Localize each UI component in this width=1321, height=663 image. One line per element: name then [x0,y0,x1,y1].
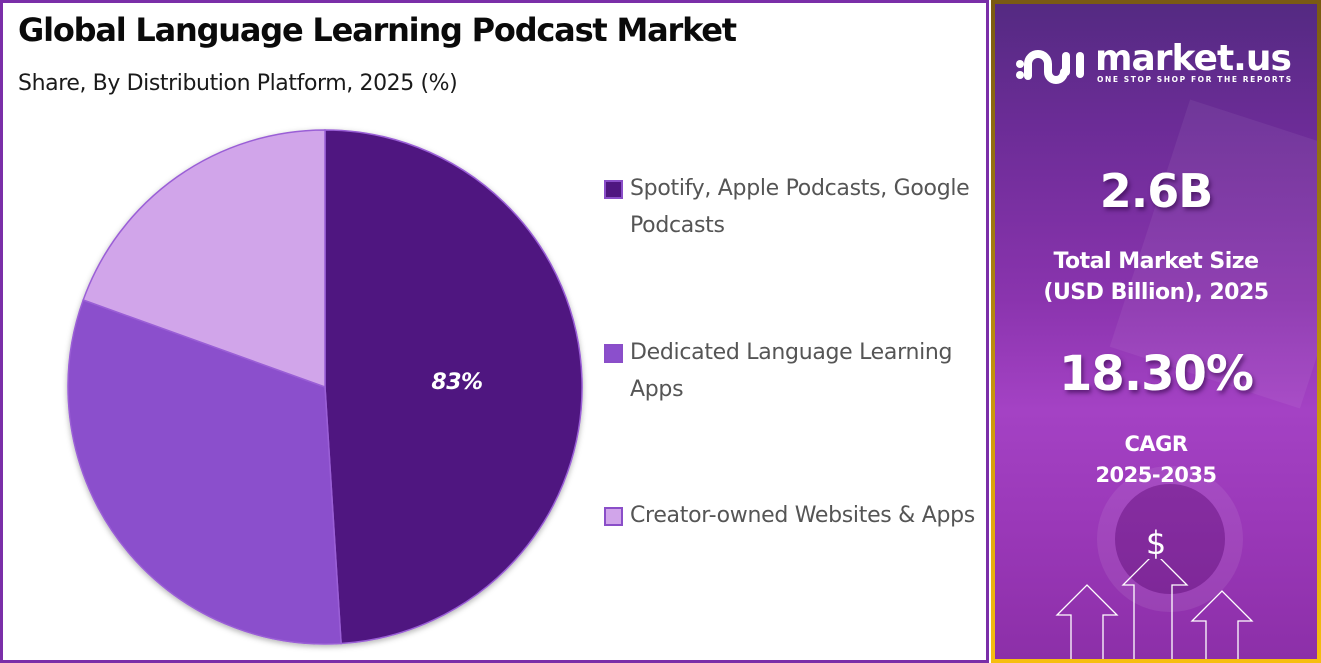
legend-label: Dedicated Language Learning Apps [630,340,953,402]
legend-swatch-icon [604,507,623,526]
chart-subtitle: Share, By Distribution Platform, 2025 (%… [18,71,458,96]
pie-slice-dedicated-apps[interactable] [67,299,342,645]
legend-label: Spotify, Apple Podcasts, Google Podcasts [630,176,970,238]
market-size-label: Total Market Size (USD Billion), 2025 [995,246,1317,308]
chart-title: Global Language Learning Podcast Market [18,11,737,49]
cagr-label: CAGR 2025-2035 [995,429,1317,491]
background-coffee-cup [1115,484,1225,594]
legend-swatch-icon [604,180,623,199]
brand-tagline: ONE STOP SHOP FOR THE REPORTS [1097,75,1293,84]
market-size-label-line1: Total Market Size [1053,249,1259,274]
summary-sidebar: market.us ONE STOP SHOP FOR THE REPORTS … [991,0,1321,663]
marketus-logo-icon [1016,50,1084,84]
legend-label: Creator-owned Websites & Apps [630,503,975,528]
dollar-icon: $ [1145,524,1167,562]
pie-slice-spotify-apple-google[interactable] [324,129,583,645]
pie-chart: 83% [67,129,583,645]
market-size-value: 2.6B [1099,164,1214,218]
cagr-label-line2: 2025-2035 [1095,463,1217,487]
cagr-label-line1: CAGR [1124,432,1188,456]
cagr-value: 18.30% [1059,346,1254,402]
pie-chart-svg [67,129,583,645]
pie-slice-creator-owned[interactable] [82,129,326,389]
legend-swatch-icon [604,344,623,363]
brand-logo[interactable]: market.us ONE STOP SHOP FOR THE REPORTS [1015,38,1315,92]
market-size-label-line2: (USD Billion), 2025 [1043,280,1269,305]
growth-arrows-icon [1055,559,1254,659]
brand-name: market.us [1095,38,1292,79]
